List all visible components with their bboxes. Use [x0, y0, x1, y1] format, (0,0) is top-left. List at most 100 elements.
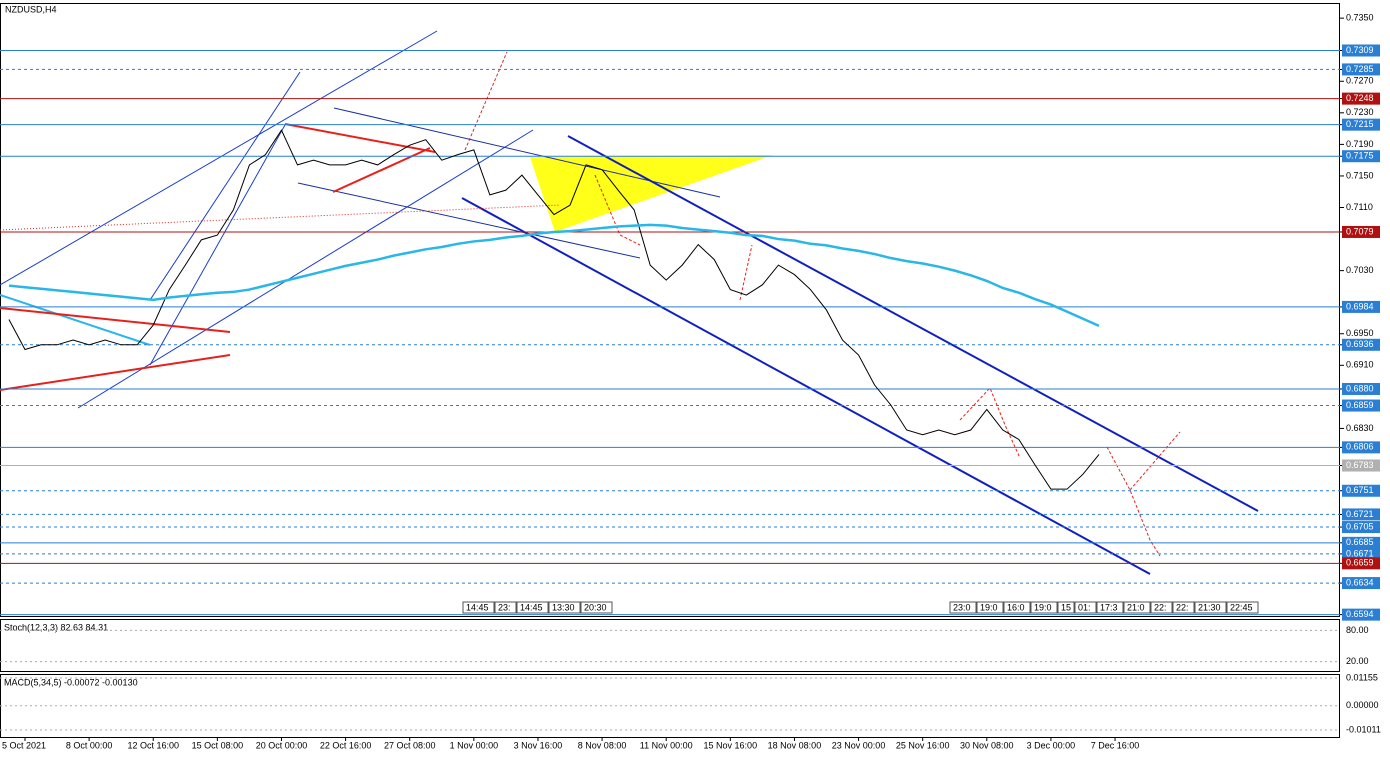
y-tick-label: 0.7285	[1346, 64, 1374, 74]
projection	[1106, 446, 1161, 557]
y-tick-label: 20.00	[1346, 656, 1369, 666]
time-tag: 23:0	[953, 602, 971, 612]
trendline	[149, 71, 301, 301]
moving-average	[8, 223, 1100, 328]
level-label-box	[1342, 225, 1380, 238]
y-tick-label: 0.6936	[1346, 339, 1374, 349]
time-tag-box	[949, 601, 977, 614]
price-line	[8, 129, 1100, 490]
time-tag-box	[494, 601, 517, 614]
x-tick-label: 12 Oct 16:00	[127, 740, 179, 750]
macd-label: MACD(5,34,5) -0.00072 -0.00130	[4, 677, 138, 687]
time-tag: 20:30	[584, 602, 607, 612]
y-tick-label: 0.7030	[1346, 265, 1374, 275]
time-tag: 16:0	[1007, 602, 1025, 612]
y-tick-label: 0.7110	[1346, 202, 1373, 212]
level-label-box	[1342, 150, 1380, 163]
y-tick-label: 0.6594	[1346, 609, 1374, 619]
time-tag-box	[1096, 601, 1124, 614]
x-tick-label: 8 Nov 08:00	[578, 740, 627, 750]
time-tag-box	[1057, 601, 1075, 614]
trendline	[333, 107, 721, 198]
time-tag-box	[1123, 601, 1151, 614]
level-label-box	[1342, 382, 1380, 395]
time-tag: 21:30	[1198, 602, 1221, 612]
time-tag: 19:0	[1034, 602, 1052, 612]
level-label-box	[1342, 63, 1380, 76]
x-tick-label: 30 Nov 08:00	[960, 740, 1014, 750]
trendline	[77, 129, 534, 409]
x-tick-label: 20 Oct 00:00	[256, 740, 308, 750]
level-label-box	[1342, 338, 1380, 351]
time-tag-box	[1030, 601, 1058, 614]
y-tick-label: 0.6910	[1346, 360, 1374, 370]
level-label-box	[1342, 577, 1380, 590]
y-tick-label: 0.6671	[1346, 548, 1374, 558]
level-label-box	[1342, 521, 1380, 534]
level-label-box	[1342, 300, 1380, 313]
y-tick-label: 0.7350	[1346, 13, 1374, 23]
x-tick-label: 3 Nov 16:00	[514, 740, 563, 750]
projection	[1129, 431, 1181, 491]
main-panel	[0, 3, 1340, 617]
x-tick-label: 3 Dec 00:00	[1027, 740, 1076, 750]
y-tick-label: 0.7230	[1346, 107, 1374, 117]
y-tick-label: 0.7215	[1346, 119, 1374, 129]
channel-line	[461, 197, 1151, 575]
x-tick-label: 22 Oct 16:00	[320, 740, 372, 750]
y-tick-label: 0.6659	[1346, 558, 1374, 568]
projection	[594, 174, 641, 246]
projection	[959, 387, 1021, 459]
drawings	[0, 30, 1259, 575]
y-tick-label: -0.01011	[1346, 724, 1381, 734]
x-tick-label: 8 Oct 00:00	[66, 740, 113, 750]
y-tick-label: 0.6685	[1346, 537, 1374, 547]
y-tick-label: 0.6984	[1346, 301, 1374, 311]
y-tick-label: 0.7079	[1346, 226, 1374, 236]
time-tag-box	[462, 601, 495, 614]
level-label-box	[1342, 118, 1380, 131]
x-tick-label: 1 Nov 00:00	[450, 740, 499, 750]
trendline	[149, 124, 286, 366]
chart-title: NZDUSD,H4	[5, 4, 57, 14]
y-tick-label: 0.6705	[1346, 521, 1374, 531]
time-tag-box	[548, 601, 581, 614]
projection	[464, 51, 508, 151]
time-tag: 22:	[1154, 602, 1167, 612]
trendline	[0, 30, 438, 286]
y-tick-label: 0.6806	[1346, 442, 1374, 452]
level-label-box	[1342, 536, 1380, 549]
time-tag: 13:30	[552, 602, 575, 612]
y-tick-label: 0.6721	[1346, 509, 1374, 519]
time-tag: 22:45	[1230, 602, 1253, 612]
level-label-box	[1342, 608, 1380, 621]
trendline	[284, 123, 436, 153]
stoch-panel	[0, 619, 1340, 672]
trendline	[0, 307, 231, 333]
x-tick-label: 7 Dec 16:00	[1091, 740, 1140, 750]
level-label-box	[1342, 459, 1380, 472]
y-tick-label: 0.6830	[1346, 423, 1374, 433]
x-tick-label: 25 Nov 16:00	[896, 740, 950, 750]
y-tick-label: 0.7270	[1346, 76, 1374, 86]
y-tick-label: 0.01155	[1346, 672, 1378, 682]
time-tag: 14:45	[520, 602, 543, 612]
y-tick-label: 0.7190	[1346, 139, 1374, 149]
time-tag-box	[516, 601, 549, 614]
time-tag-box	[1172, 601, 1195, 614]
time-tag-box	[1194, 601, 1227, 614]
level-label-box	[1342, 441, 1380, 454]
y-tick-label: 0.7248	[1346, 93, 1374, 103]
channel-line	[567, 135, 1259, 512]
time-tag: 23:	[498, 602, 511, 612]
y-tick-label: 0.7175	[1346, 151, 1374, 161]
time-tag-box	[580, 601, 613, 614]
time-tag-box	[1074, 601, 1097, 614]
level-label-box	[1342, 92, 1380, 105]
dotted-line	[0, 204, 561, 231]
trendline	[0, 294, 151, 346]
time-tag: 14:45	[466, 602, 489, 612]
x-tick-label: 18 Nov 08:00	[768, 740, 822, 750]
x-tick-label: 5 Oct 2021	[2, 740, 46, 750]
time-tag: 15	[1061, 602, 1071, 612]
